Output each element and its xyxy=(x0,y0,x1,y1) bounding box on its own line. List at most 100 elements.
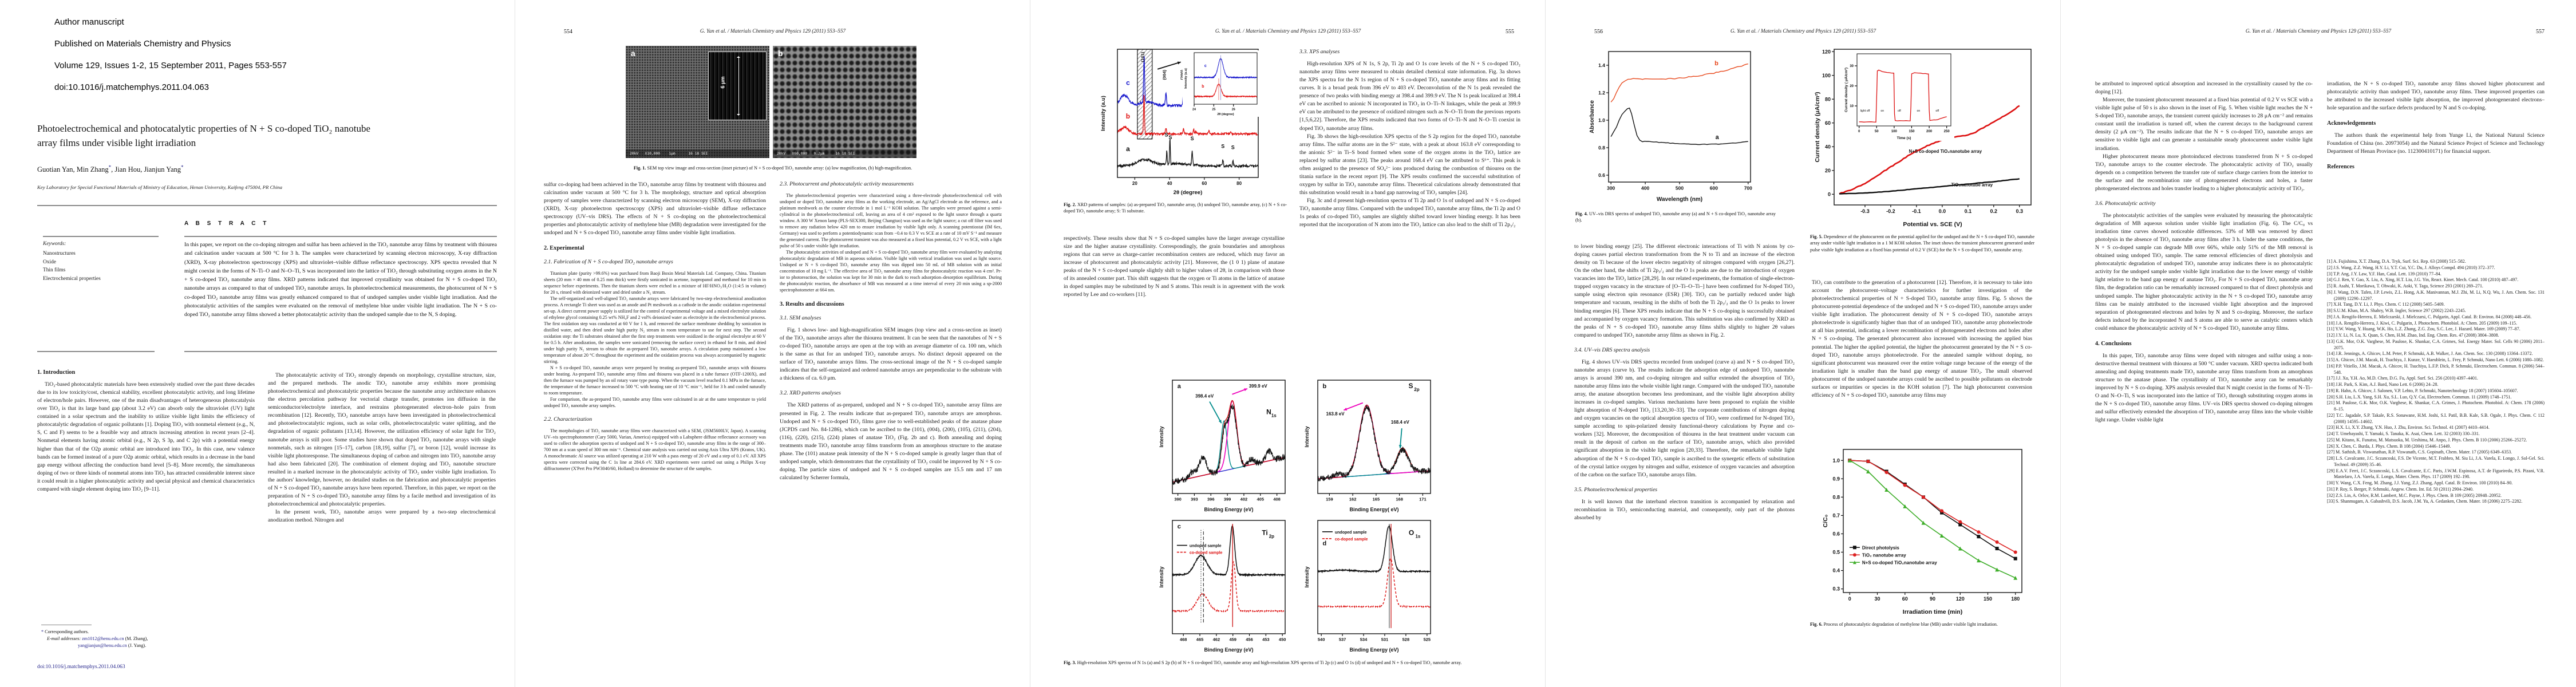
reference-item: [20] S.H. Liu, L.X. Yang, S.H. Xu, S.L. … xyxy=(2327,394,2512,400)
email-link[interactable]: yangjianjun@henu.edu.cn xyxy=(78,642,127,648)
figure-5-caption: Fig. 5. Dependence of the photocurrent o… xyxy=(1810,234,2034,252)
svg-text:402: 402 xyxy=(1240,497,1248,502)
svg-text:S: S xyxy=(1231,145,1235,151)
svg-text:N+S co-doped TiO₂nanotube arra: N+S co-doped TiO₂nanotube array xyxy=(1862,560,1937,565)
journal-running-header: G. Yan et al. / Materials Chemistry and … xyxy=(700,29,846,34)
reference-item: [31] P. Roy, S. Berger, P. Schmuki, Ange… xyxy=(2327,486,2474,492)
page-1: Author manuscript Published on Materials… xyxy=(0,0,515,687)
reference-item: [15] A. Ghicov, J.M. Macak, H. Tsuchiya,… xyxy=(2327,357,2544,362)
svg-text:0.8: 0.8 xyxy=(1832,494,1840,500)
svg-text:2θ (degree): 2θ (degree) xyxy=(1217,113,1234,116)
svg-text:537: 537 xyxy=(1339,637,1346,642)
svg-text:250: 250 xyxy=(1944,130,1950,133)
figure-1-caption: Fig. 1. SEM top view image and cross-sec… xyxy=(633,165,912,171)
abstract-text: In this paper, we report on the co-dopin… xyxy=(184,242,497,318)
reference-item: [9] J.A. Rengifo-Herrera, E. Mielczarski… xyxy=(2327,314,2532,319)
svg-text:Binding Energy( eV): Binding Energy( eV) xyxy=(1349,507,1398,512)
svg-text:1s: 1s xyxy=(1415,534,1420,539)
svg-text:S: S xyxy=(1191,136,1194,141)
section-heading: 2.2. Characterization xyxy=(544,416,592,423)
svg-text:405: 405 xyxy=(1257,497,1264,502)
paragraph: irradiation, the N + S co-doped TiO₂ nan… xyxy=(2327,81,2545,112)
keywords-list: Nanostructures Oxide Thin films Electroc… xyxy=(43,250,101,283)
figure-3-caption: Fig. 3. High-resolution XPS spectra of N… xyxy=(1064,660,1462,665)
svg-text:Intensity: Intensity xyxy=(1304,566,1310,587)
svg-text:a: a xyxy=(1716,134,1720,141)
svg-text:600: 600 xyxy=(1710,185,1718,191)
svg-text:390: 390 xyxy=(1174,497,1182,502)
svg-text:0.4: 0.4 xyxy=(1832,568,1840,574)
svg-text:1.2: 1.2 xyxy=(1598,90,1605,96)
svg-text:453: 453 xyxy=(1262,637,1270,642)
figure-2-xrd-chart: 24 25 26 2θ (degree) Intensity (a.u) c b 20 40 6… xyxy=(1098,46,1264,196)
svg-text:N+S co-doped TiO₂nanotube arra: N+S co-doped TiO₂nanotube array xyxy=(1909,149,1982,154)
reference-item: [28] L.S. Cavalcante, J.C. Sczancoski, F… xyxy=(2327,456,2545,467)
svg-text:150: 150 xyxy=(1909,130,1915,133)
email-link[interactable]: zm1012@henu.edu.cn xyxy=(82,635,124,641)
doi-link[interactable]: doi:10.1016/j.matchemphys.2011.04.063 xyxy=(37,664,125,670)
svg-text:1s: 1s xyxy=(1271,413,1277,418)
keyword: Nanostructures xyxy=(43,251,76,256)
svg-text:S: S xyxy=(1165,132,1168,137)
svg-text:TiO₂nanotube array: TiO₂nanotube array xyxy=(1951,182,1993,187)
svg-text:500: 500 xyxy=(1676,185,1684,191)
svg-text:c: c xyxy=(1204,64,1207,68)
section-heading: 3.5. Photoelectrochemical properties xyxy=(1574,486,1658,493)
svg-text:(200): (200) xyxy=(1179,70,1184,80)
section-heading: 3. Results and discussions xyxy=(780,301,844,307)
svg-text:60: 60 xyxy=(1825,120,1831,126)
section-heading: 2. Experimental xyxy=(544,245,584,252)
reference-item: [26] X. Chen, C. Burda, J. Phys. Chem. B… xyxy=(2327,443,2451,449)
svg-text:465: 465 xyxy=(1196,637,1204,642)
figure-3a-xps-n1s-chart: 390 393 396 399 402 405 408 Binding Energy (eV)… xyxy=(1155,377,1290,513)
svg-text:120: 120 xyxy=(1956,596,1965,602)
section-heading: 3.3. XPS analyses xyxy=(1299,49,1340,55)
svg-text:150: 150 xyxy=(1984,596,1992,602)
footer-divider-left xyxy=(37,351,155,352)
paragraph: The morphologies of TiO₂ nanotube array … xyxy=(544,428,766,472)
panel-label-a: a xyxy=(631,49,635,58)
paragraph: Fig. 1 shows low- and high-magnification… xyxy=(780,327,1002,382)
svg-text:398.4 eV: 398.4 eV xyxy=(1195,394,1214,399)
svg-text:light off: light off xyxy=(1860,109,1870,113)
svg-text:0: 0 xyxy=(1858,130,1860,133)
svg-text:on: on xyxy=(1917,109,1921,113)
figure-1-sem-image-b: b 20kV X60,000 0.2μm 16 18 SEI xyxy=(773,46,916,158)
paragraph: The XRD patterns of as-prepared, undoped… xyxy=(780,402,1002,481)
svg-text:400: 400 xyxy=(1641,185,1649,191)
section-heading: 4. Conclusions xyxy=(2095,340,2132,347)
svg-text:C/C₀: C/C₀ xyxy=(1822,514,1829,527)
reference-item: [18] J.H. Park, S. Kim, A.J. Bard, Nano … xyxy=(2327,382,2439,387)
page-number: 557 xyxy=(2536,29,2545,35)
page-5: G. Yan et al. / Materials Chemistry and … xyxy=(2061,0,2576,687)
svg-text:393: 393 xyxy=(1191,497,1198,502)
paragraph: Fig. 3b shows the high-resolution XPS sp… xyxy=(1299,133,1520,196)
svg-text:b: b xyxy=(1126,112,1130,120)
svg-text:b: b xyxy=(1322,383,1326,390)
svg-text:Time (s): Time (s) xyxy=(1897,136,1911,140)
svg-text:525: 525 xyxy=(1424,637,1431,642)
reference-item: [2] J.S. Wang, Z.Z. Wang, H.Y. Li, Y.T. … xyxy=(2327,264,2495,270)
manuscript-doi-line: doi:10.1016/j.matchemphys.2011.04.063 xyxy=(54,82,209,92)
figure-3c-xps-ti2p-chart: 468 465 462 459 456 453 450 Binding Energy (eV)… xyxy=(1155,517,1290,653)
figure-1-sem-image-a: a 6 μm 20kV X10,000 1μm 16 18 SEI xyxy=(626,46,769,158)
svg-text:a: a xyxy=(1178,383,1182,390)
svg-text:40: 40 xyxy=(1167,181,1172,186)
page3-column-left: respectively. These results show that N … xyxy=(1064,235,1285,371)
svg-text:1.4: 1.4 xyxy=(1598,62,1605,68)
section-heading: 2.1. Fabrication of N + S co-doped TiO₂ … xyxy=(544,259,673,266)
svg-text:0.1: 0.1 xyxy=(1965,208,1972,214)
svg-text:0.6: 0.6 xyxy=(1832,531,1840,537)
title-divider xyxy=(37,205,497,206)
svg-text:30: 30 xyxy=(1874,596,1880,602)
reference-item: [25] M. Kitano, K. Funatsu, M. Matsuoka,… xyxy=(2327,437,2527,443)
reference-item: [32] Z.S. Lin, A. Orlov, R.M. Lambert, M… xyxy=(2327,492,2502,498)
svg-text:Binding Energy (eV): Binding Energy (eV) xyxy=(1349,647,1398,653)
paragraph: N + S co-doped TiO₂ nanotube arrays were… xyxy=(544,365,766,396)
svg-text:162: 162 xyxy=(1349,497,1357,502)
journal-running-header: G. Yan et al. / Materials Chemistry and … xyxy=(1215,29,1361,34)
svg-text:120: 120 xyxy=(1822,49,1831,54)
keywords-divider xyxy=(43,236,159,237)
svg-text:159: 159 xyxy=(1326,497,1333,502)
svg-text:Current density ( μA/cm²): Current density ( μA/cm²) xyxy=(1844,68,1848,112)
